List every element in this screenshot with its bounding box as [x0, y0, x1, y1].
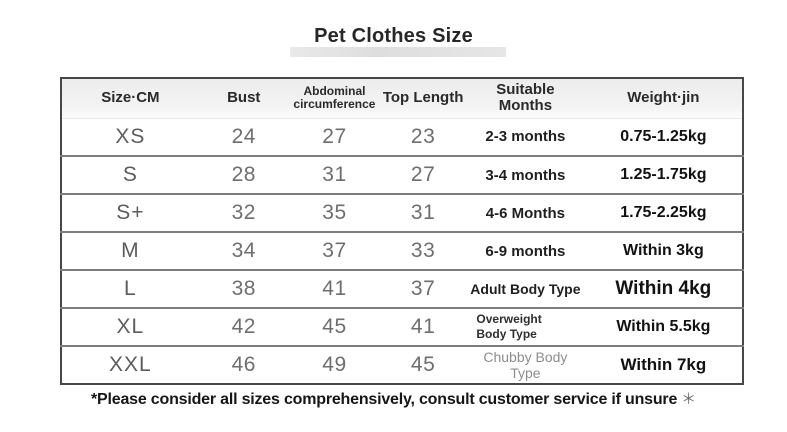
column-header-suitable-months: Suitable Months	[496, 80, 555, 115]
table-row-xl: XL 42 45 41 Overweight Body Type Within …	[61, 308, 743, 346]
bust-value: 34	[231, 239, 256, 262]
suitable-months-text: Overweight Body Type	[476, 312, 542, 341]
table-header-row: Size·CM Bust Abdominal circumference Top…	[61, 78, 743, 118]
abdominal-value: 37	[322, 239, 347, 262]
size-value: M	[121, 239, 140, 262]
top-length-value: 23	[410, 124, 436, 148]
size-value: S+	[116, 201, 145, 224]
suitable-months-value: 4-6 Months	[485, 204, 565, 222]
footer-disclaimer-text: *Please consider all sizes comprehensive…	[91, 391, 678, 408]
top-length-value: 41	[410, 315, 436, 338]
weight-value: 1.25-1.75kg	[620, 166, 707, 183]
suitable-months-value: 2-3 months	[485, 128, 566, 146]
weight-value: 0.75-1.25kg	[620, 127, 707, 145]
abdominal-value: 45	[322, 315, 347, 338]
bust-value: 46	[231, 353, 256, 376]
suitable-months-value: Chubby Body Type	[483, 349, 568, 381]
page-title: Pet Clothes Size	[314, 25, 473, 47]
weight-value: Within 7kg	[620, 355, 707, 374]
suitable-months-value: Adult Body Type	[470, 281, 581, 297]
top-length-value: 31	[410, 201, 436, 224]
weight-value: 1.75-2.25kg	[620, 204, 707, 221]
column-header-top-length: Top Length	[382, 89, 464, 106]
column-header-abdominal: Abdominal circumference	[293, 84, 376, 112]
column-header-bust: Bust	[227, 89, 261, 106]
top-length-value: 37	[410, 277, 436, 300]
table-row-s-plus: S+ 32 35 31 4-6 Months 1.75-2.25kg	[61, 194, 743, 232]
asterisk-icon: ＊	[681, 391, 696, 408]
title-underline-bar	[289, 47, 506, 57]
table-row-m: M 34 37 33 6-9 months Within 3kg	[61, 232, 743, 270]
top-length-value: 45	[410, 353, 436, 376]
size-value: XXL	[109, 353, 152, 376]
weight-value: Within 4kg	[615, 278, 712, 299]
suitable-months-value: 3-4 months	[485, 166, 566, 184]
size-value: L	[124, 277, 137, 300]
table-row-s: S 28 31 27 3-4 months 1.25-1.75kg	[61, 156, 743, 194]
footer-disclaimer: *Please consider all sizes comprehensive…	[0, 388, 787, 409]
size-value: S	[122, 163, 138, 186]
suitable-months-value: Overweight Body Type	[466, 308, 585, 346]
abdominal-value: 31	[322, 163, 347, 186]
size-table: Size·CM Bust Abdominal circumference Top…	[60, 77, 744, 385]
bust-value: 38	[231, 277, 256, 300]
bust-value: 42	[231, 315, 256, 338]
column-header-weight: Weight·jin	[627, 89, 700, 106]
top-length-value: 33	[410, 239, 436, 262]
abdominal-value: 35	[322, 201, 347, 224]
bust-value: 28	[231, 163, 256, 186]
table-row-xs: XS 24 27 23 2-3 months 0.75-1.25kg	[61, 118, 743, 156]
weight-value: Within 3kg	[622, 242, 704, 259]
top-length-value: 27	[410, 163, 436, 186]
weight-value: Within 5.5kg	[616, 318, 711, 335]
size-value: XS	[115, 124, 146, 148]
abdominal-value: 27	[322, 124, 347, 148]
size-table-container: Size·CM Bust Abdominal circumference Top…	[60, 77, 744, 385]
size-value: XL	[116, 315, 145, 338]
column-header-size: Size·CM	[101, 89, 160, 106]
title-section: Pet Clothes Size	[0, 0, 787, 57]
abdominal-value: 49	[322, 353, 347, 376]
suitable-months-value: 6-9 months	[485, 242, 566, 260]
table-row-xxl: XXL 46 49 45 Chubby Body Type Within 7kg	[61, 346, 743, 384]
table-row-l: L 38 41 37 Adult Body Type Within 4kg	[61, 270, 743, 308]
abdominal-value: 41	[322, 277, 347, 300]
bust-value: 24	[231, 124, 256, 148]
bust-value: 32	[231, 201, 256, 224]
